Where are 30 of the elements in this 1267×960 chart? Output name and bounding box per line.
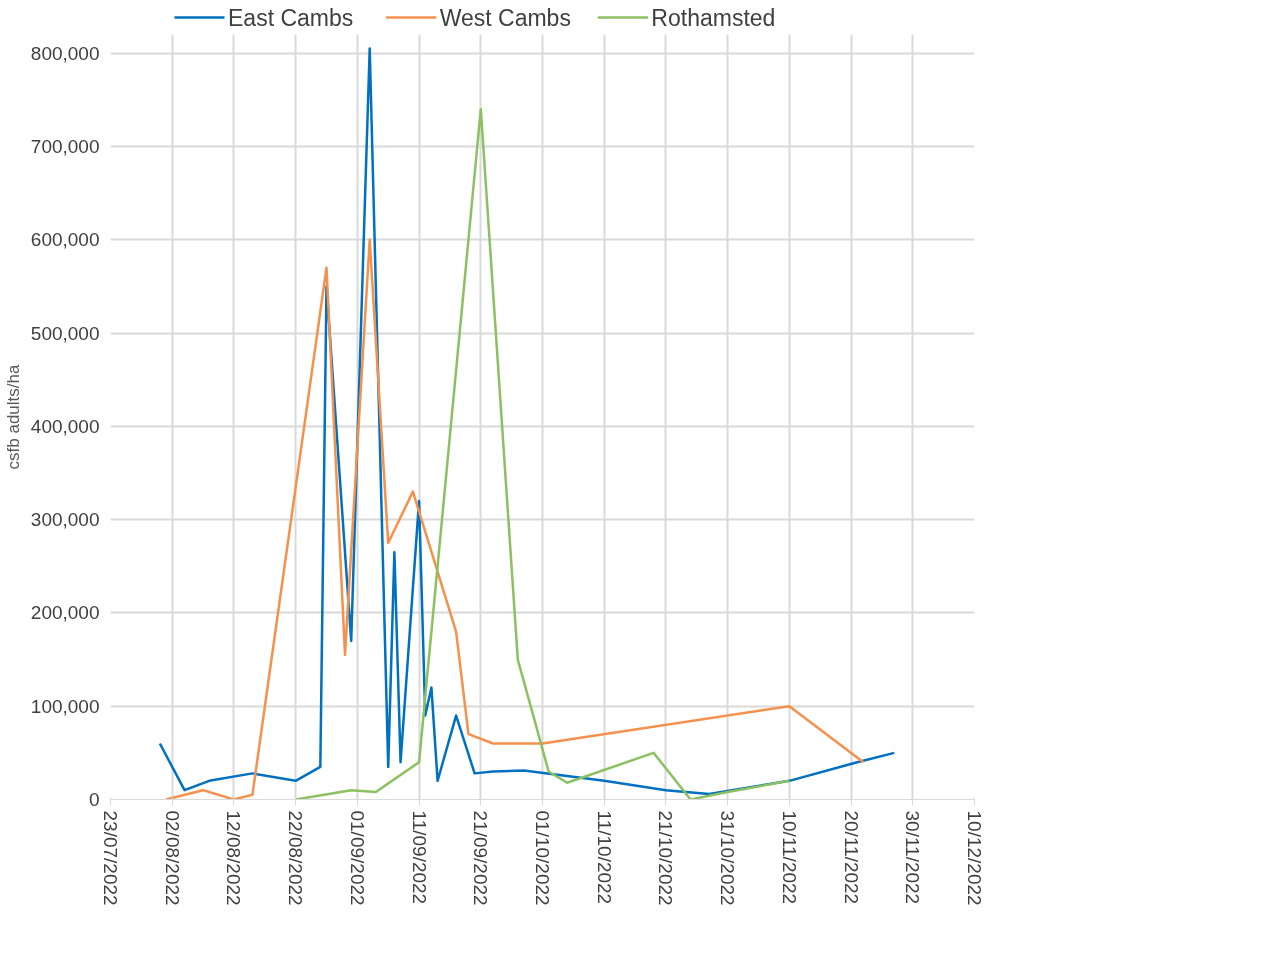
x-tick-label: 20/11/2022 <box>840 810 862 905</box>
x-tick-label: 22/08/2022 <box>285 810 307 906</box>
y-axis-title: csfb adults/ha <box>3 364 23 470</box>
x-tick-label: 11/09/2022 <box>408 810 430 905</box>
x-tick-label: 12/08/2022 <box>223 810 245 906</box>
x-tick-label: 30/11/2022 <box>902 810 924 905</box>
x-tick-label: 11/10/2022 <box>593 810 615 905</box>
y-tick-label: 400,000 <box>30 415 100 437</box>
y-tick-label: 0 <box>88 789 100 810</box>
line-series <box>164 238 865 800</box>
x-tick-label: 21/09/2022 <box>470 810 492 906</box>
x-tick-label: 01/09/2022 <box>346 810 368 906</box>
x-tick-label: 01/10/2022 <box>532 810 553 906</box>
y-tick-label: 700,000 <box>30 135 100 157</box>
x-tick-label: 10/12/2022 <box>964 810 985 906</box>
y-tick-label: 500,000 <box>30 322 100 344</box>
y-tick-label: 100,000 <box>30 695 100 717</box>
legend-label: West Cambs <box>439 4 571 31</box>
y-tick-label: 200,000 <box>30 602 100 624</box>
y-tick-label: 600,000 <box>30 229 100 251</box>
legend-label: Rothamsted <box>651 4 776 31</box>
x-tick-label: 10/11/2022 <box>778 810 800 905</box>
legend-label: East Cambs <box>228 4 354 31</box>
x-tick-label: 23/07/2022 <box>100 810 121 906</box>
line-series <box>294 107 791 800</box>
y-tick-label: 800,000 <box>30 42 100 64</box>
y-tick-label: 300,000 <box>30 509 100 531</box>
x-tick-label: 31/10/2022 <box>717 810 739 906</box>
x-tick-label: 02/08/2022 <box>161 810 183 906</box>
x-tick-label: 21/10/2022 <box>655 810 677 906</box>
